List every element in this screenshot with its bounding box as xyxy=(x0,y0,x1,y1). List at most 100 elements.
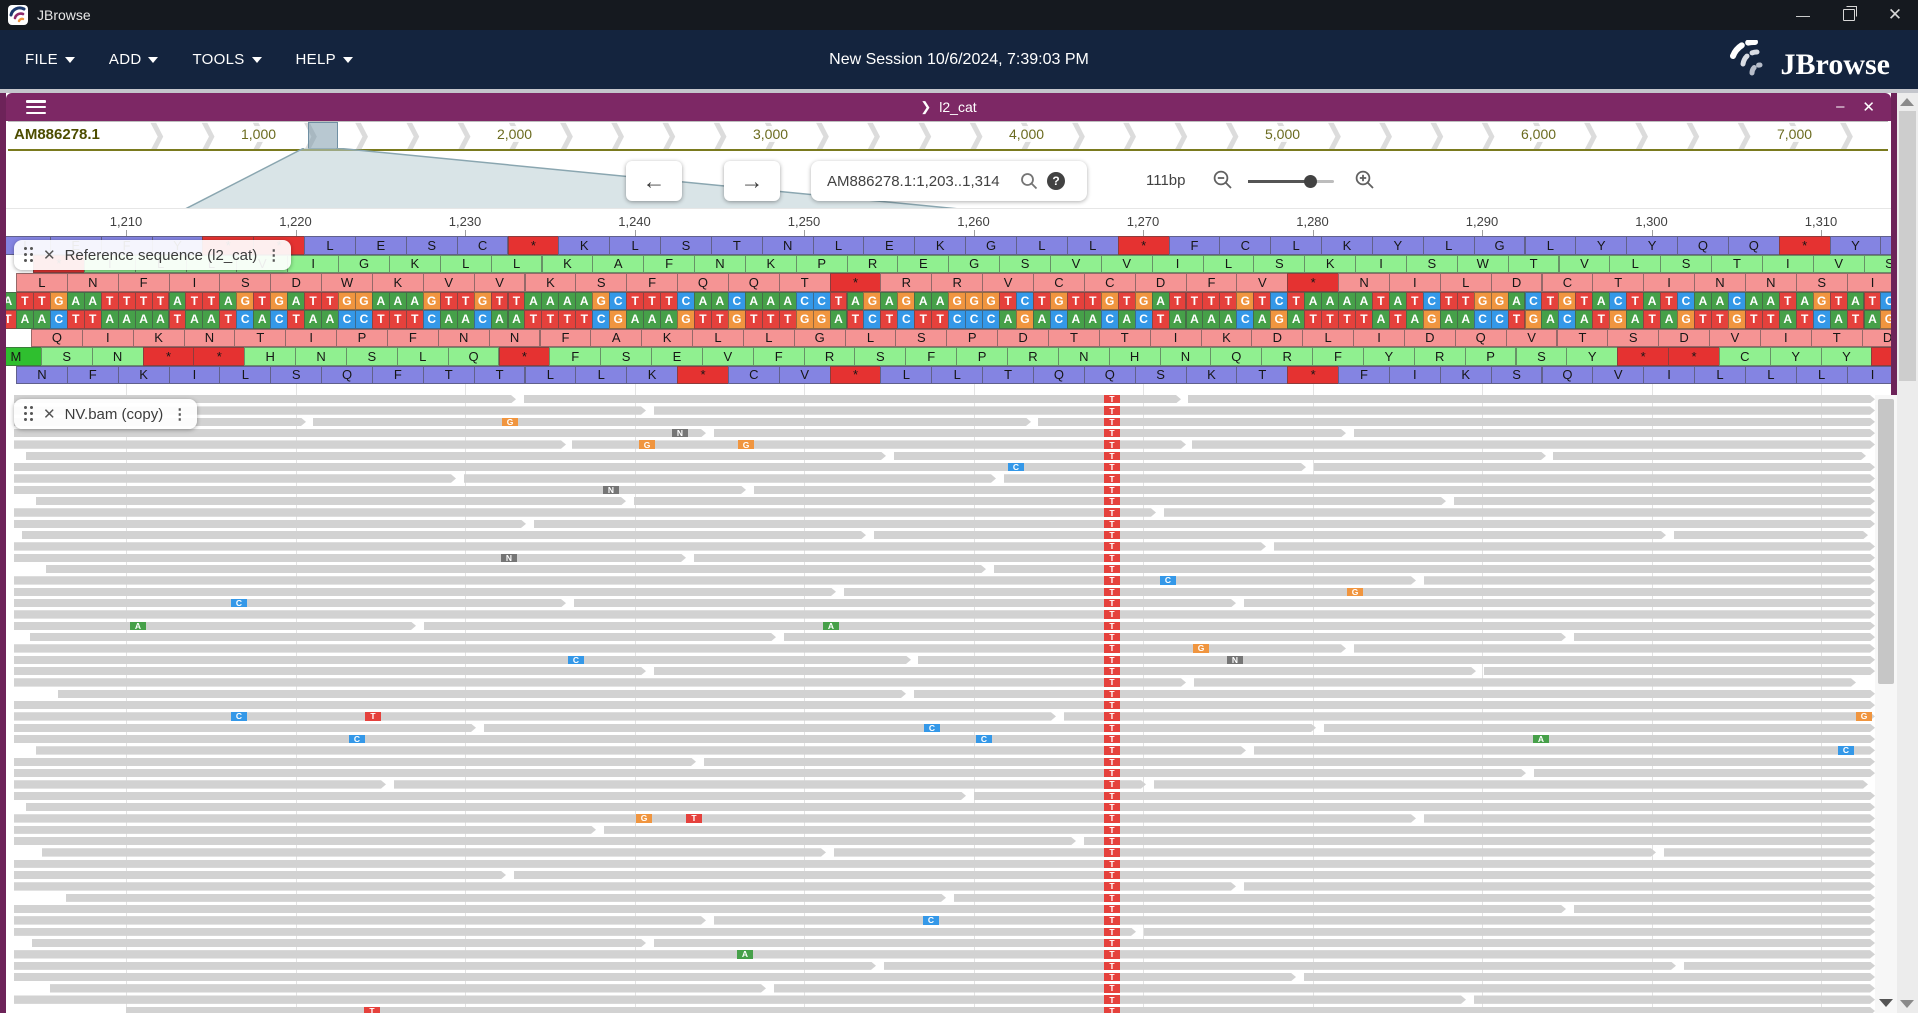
read-segment[interactable] xyxy=(14,905,1566,913)
variant-base-marker[interactable]: T xyxy=(1104,904,1120,914)
close-track-icon[interactable]: ✕ xyxy=(43,406,56,423)
variant-base-marker[interactable]: T xyxy=(1104,757,1120,767)
read-segment[interactable] xyxy=(1314,463,1875,471)
read-segment[interactable] xyxy=(14,962,876,970)
variant-base-marker[interactable]: T xyxy=(1104,972,1120,982)
read-segment[interactable] xyxy=(1574,905,1875,913)
variant-base-marker[interactable]: T xyxy=(1104,575,1120,585)
variant-base-marker[interactable]: T xyxy=(1104,677,1120,687)
read-segment[interactable] xyxy=(774,984,1875,992)
read-segment[interactable] xyxy=(1084,837,1875,845)
read-segment[interactable] xyxy=(1484,667,1875,675)
snp-marker[interactable]: C xyxy=(976,734,992,744)
variant-base-marker[interactable]: T xyxy=(1104,587,1120,597)
snp-marker[interactable]: N xyxy=(501,553,517,563)
read-segment[interactable] xyxy=(14,622,416,630)
read-segment[interactable] xyxy=(14,780,386,788)
read-segment[interactable] xyxy=(26,803,1875,811)
variant-base-marker[interactable]: T xyxy=(1104,768,1120,778)
read-segment[interactable] xyxy=(954,894,1875,902)
variant-base-marker[interactable]: T xyxy=(1104,643,1120,653)
search-icon[interactable] xyxy=(1019,171,1039,191)
variant-base-marker[interactable]: T xyxy=(1104,949,1120,959)
forward-button[interactable]: → xyxy=(724,161,780,201)
zoom-slider-thumb[interactable] xyxy=(1304,175,1317,188)
zoom-slider[interactable] xyxy=(1248,175,1334,188)
snp-marker[interactable]: T xyxy=(364,1006,380,1013)
drag-handle-icon[interactable] xyxy=(24,247,34,263)
read-segment[interactable] xyxy=(22,531,866,539)
close-track-icon[interactable]: ✕ xyxy=(43,247,56,264)
read-segment[interactable] xyxy=(424,622,1875,630)
read-segment[interactable] xyxy=(14,576,1416,584)
view-menu-icon[interactable] xyxy=(26,100,46,114)
read-segment[interactable] xyxy=(313,418,1031,426)
snp-marker[interactable]: C xyxy=(231,711,247,721)
read-segment[interactable] xyxy=(1424,576,1875,584)
read-segment[interactable] xyxy=(1194,678,1856,686)
variant-base-marker[interactable]: T xyxy=(1104,938,1120,948)
menu-item-add[interactable]: ADD xyxy=(109,51,159,68)
variant-base-marker[interactable]: T xyxy=(1104,451,1120,461)
read-segment[interactable] xyxy=(14,520,526,528)
read-segment[interactable] xyxy=(714,429,1346,437)
read-segment[interactable] xyxy=(14,463,1306,471)
read-segment[interactable] xyxy=(36,746,1246,754)
read-segment[interactable] xyxy=(1553,452,1866,460)
read-segment[interactable] xyxy=(14,610,1875,618)
read-segment[interactable] xyxy=(884,962,1676,970)
snp-marker[interactable]: N xyxy=(1227,655,1243,665)
snp-marker[interactable]: G xyxy=(636,813,652,823)
read-segment[interactable] xyxy=(14,429,706,437)
read-segment[interactable] xyxy=(14,950,1875,958)
read-segment[interactable] xyxy=(14,995,1466,1003)
read-segment[interactable] xyxy=(50,984,766,992)
track-menu-icon[interactable]: ⋮ xyxy=(172,406,188,423)
read-segment[interactable] xyxy=(874,531,1666,539)
read-segment[interactable] xyxy=(1064,712,1875,720)
window-minimize-button[interactable]: — xyxy=(1796,7,1810,23)
snp-marker[interactable]: C xyxy=(231,598,247,608)
variant-base-marker[interactable]: T xyxy=(1104,802,1120,812)
variant-base-marker[interactable]: T xyxy=(1104,406,1120,416)
read-segment[interactable] xyxy=(834,848,1656,856)
snp-marker[interactable]: A xyxy=(737,949,753,959)
read-segment[interactable] xyxy=(1244,599,1875,607)
read-segment[interactable] xyxy=(14,474,456,482)
variant-base-marker[interactable]: T xyxy=(1104,621,1120,631)
variant-base-marker[interactable]: T xyxy=(1104,541,1120,551)
variant-base-marker[interactable]: T xyxy=(1104,779,1120,789)
read-segment[interactable] xyxy=(1154,780,1868,788)
read-segment[interactable] xyxy=(14,724,476,732)
read-segment[interactable] xyxy=(604,826,1875,834)
variant-base-marker[interactable]: T xyxy=(1104,791,1120,801)
read-segment[interactable] xyxy=(654,406,1875,414)
page-scrollbar[interactable] xyxy=(1897,93,1918,1013)
menu-item-file[interactable]: FILE xyxy=(25,51,75,68)
variant-base-marker[interactable]: T xyxy=(1104,530,1120,540)
read-segment[interactable] xyxy=(1324,724,1875,732)
snp-marker[interactable]: G xyxy=(1347,587,1363,597)
snp-marker[interactable]: G xyxy=(1856,711,1872,721)
read-segment[interactable] xyxy=(14,928,1136,936)
read-segment[interactable] xyxy=(14,826,596,834)
snp-marker[interactable]: C xyxy=(1008,462,1024,472)
read-segment[interactable] xyxy=(1534,769,1875,777)
read-segment[interactable] xyxy=(704,758,1875,766)
read-segment[interactable] xyxy=(14,792,966,800)
variant-base-marker[interactable]: T xyxy=(1104,927,1120,937)
variant-base-marker[interactable]: T xyxy=(1104,496,1120,506)
overview-scalebar[interactable]: AM886278.1 ❯❯❯❯❯❯❯❯❯❯❯❯❯❯❯❯❯❯❯❯❯❯❯❯❯❯❯❯❯… xyxy=(8,121,1888,151)
snp-marker[interactable]: N xyxy=(672,428,688,438)
read-segment[interactable] xyxy=(42,848,826,856)
read-segment[interactable] xyxy=(14,769,1526,777)
read-segment[interactable] xyxy=(14,735,1875,743)
variant-base-marker[interactable]: T xyxy=(1104,609,1120,619)
back-button[interactable]: ← xyxy=(626,161,682,201)
drag-handle-icon[interactable] xyxy=(24,406,34,422)
snp-marker[interactable]: A xyxy=(823,621,839,631)
variant-base-marker[interactable]: T xyxy=(1104,395,1120,404)
read-segment[interactable] xyxy=(514,871,1875,879)
read-segment[interactable] xyxy=(14,542,1266,550)
variant-base-marker[interactable]: T xyxy=(1104,847,1120,857)
